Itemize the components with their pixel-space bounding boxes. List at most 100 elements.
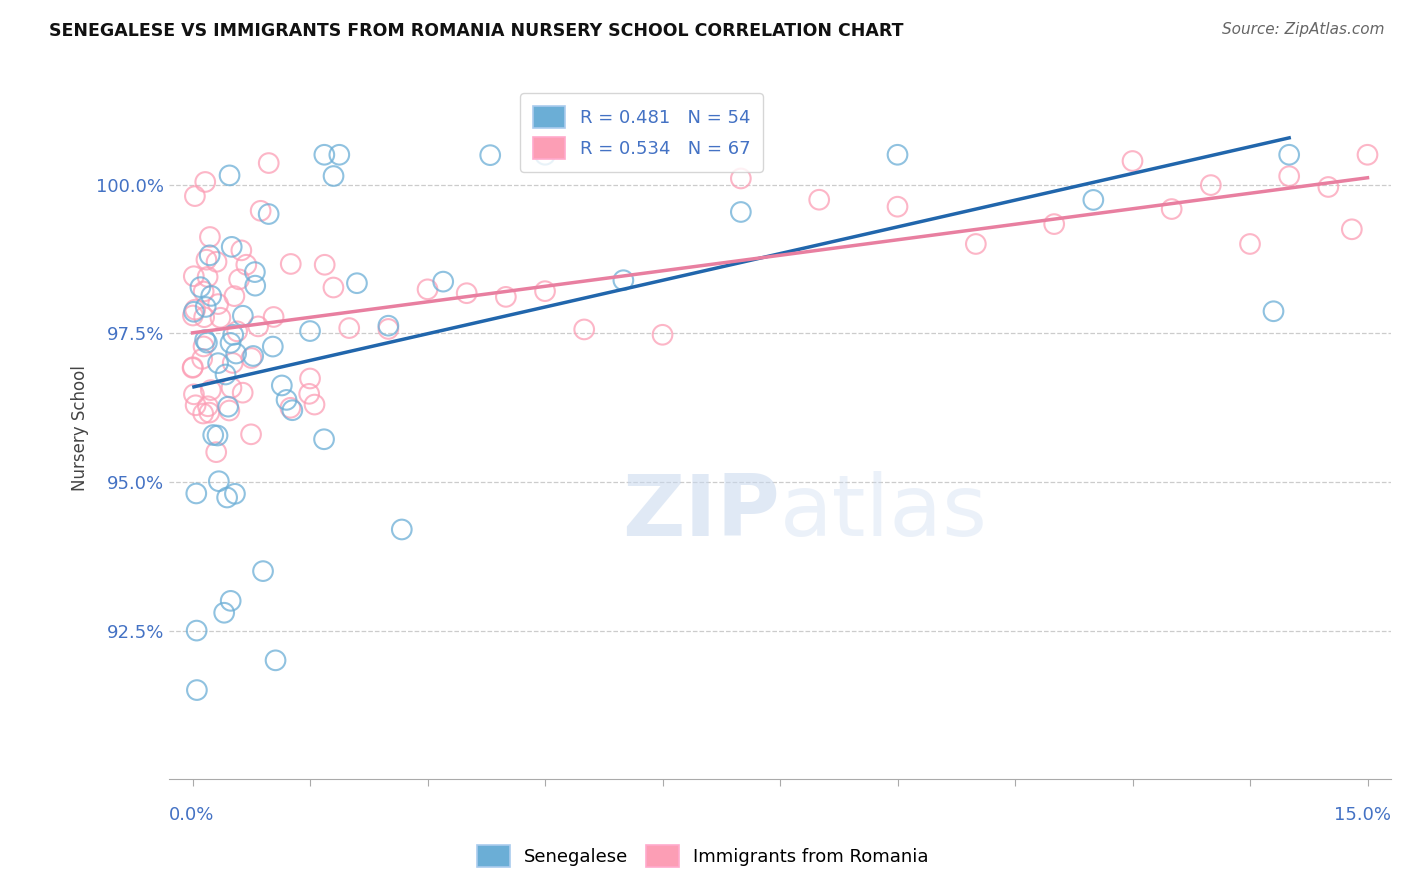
Point (184, 398, 207, 412)
Point (270, 378, 292, 392)
Point (232, 309, 254, 323)
Point (225, 346, 247, 360)
Point (1160, 202, 1182, 216)
Point (191, 407, 214, 421)
Text: ZIP: ZIP (623, 471, 780, 554)
Point (207, 297, 229, 311)
Point (377, 322, 399, 336)
Point (184, 189, 207, 203)
Point (257, 156, 280, 170)
Point (194, 333, 217, 347)
Point (208, 474, 231, 488)
Point (276, 392, 298, 407)
Point (242, 349, 264, 363)
Text: Source: ZipAtlas.com: Source: ZipAtlas.com (1222, 22, 1385, 37)
Point (808, 193, 831, 207)
Point (328, 148, 350, 162)
Point (495, 290, 517, 304)
Point (456, 286, 478, 301)
Point (222, 327, 245, 342)
Point (181, 309, 204, 323)
Point (346, 276, 368, 290)
Text: 0.0%: 0.0% (169, 806, 215, 824)
Legend: Senegalese, Immigrants from Romania: Senegalese, Immigrants from Romania (470, 838, 936, 874)
Point (200, 289, 222, 303)
Point (226, 324, 249, 338)
Text: SENEGALESE VS IMMIGRANTS FROM ROMANIA NURSERY SCHOOL CORRELATION CHART: SENEGALESE VS IMMIGRANTS FROM ROMANIA NU… (49, 22, 904, 40)
Point (197, 399, 219, 413)
Point (280, 257, 302, 271)
Point (280, 401, 302, 415)
Point (247, 319, 270, 334)
Point (240, 351, 263, 365)
Point (181, 360, 204, 375)
Point (184, 302, 207, 317)
Point (198, 406, 221, 420)
Point (1340, 222, 1362, 236)
Point (219, 335, 242, 350)
Point (1263, 304, 1285, 318)
Point (183, 387, 205, 401)
Text: atlas: atlas (780, 471, 988, 554)
Point (304, 398, 326, 412)
Point (886, 200, 908, 214)
Point (377, 318, 399, 333)
Point (207, 428, 229, 442)
Point (205, 445, 228, 459)
Point (197, 269, 219, 284)
Point (193, 310, 215, 325)
Point (245, 278, 267, 293)
Y-axis label: Nursery School: Nursery School (72, 366, 89, 491)
Point (1239, 237, 1261, 252)
Point (312, 432, 335, 446)
Point (231, 244, 253, 258)
Point (240, 427, 263, 442)
Point (217, 400, 239, 414)
Point (217, 491, 239, 505)
Point (198, 230, 221, 244)
Legend: R = 0.481   N = 54, R = 0.534   N = 67: R = 0.481 N = 54, R = 0.534 N = 67 (520, 94, 763, 172)
Point (1199, 178, 1222, 193)
Point (730, 171, 752, 186)
Point (337, 321, 360, 335)
Point (209, 310, 232, 325)
Point (212, 606, 235, 620)
Point (534, 284, 557, 298)
Point (1121, 153, 1143, 168)
Point (198, 248, 221, 262)
Point (886, 148, 908, 162)
Point (1083, 193, 1105, 207)
Point (249, 203, 271, 218)
Point (314, 148, 336, 162)
Point (193, 285, 215, 299)
Point (181, 360, 204, 375)
Point (186, 624, 208, 638)
Point (391, 523, 413, 537)
Point (574, 322, 596, 336)
Point (730, 205, 752, 219)
Point (299, 324, 322, 338)
Point (235, 258, 257, 272)
Point (479, 148, 502, 162)
Point (191, 351, 214, 366)
Point (432, 275, 454, 289)
Point (221, 240, 243, 254)
Point (1043, 217, 1066, 231)
Point (965, 237, 987, 252)
Point (195, 335, 218, 350)
Point (281, 403, 304, 417)
Point (298, 387, 321, 401)
Point (224, 487, 246, 501)
Point (322, 169, 344, 183)
Point (1317, 180, 1340, 194)
Point (183, 269, 205, 284)
Point (221, 381, 243, 395)
Point (214, 368, 236, 382)
Point (200, 383, 222, 397)
Point (299, 371, 322, 385)
Point (651, 327, 673, 342)
Point (195, 252, 218, 267)
Point (314, 258, 336, 272)
Point (228, 272, 250, 286)
Point (190, 280, 212, 294)
